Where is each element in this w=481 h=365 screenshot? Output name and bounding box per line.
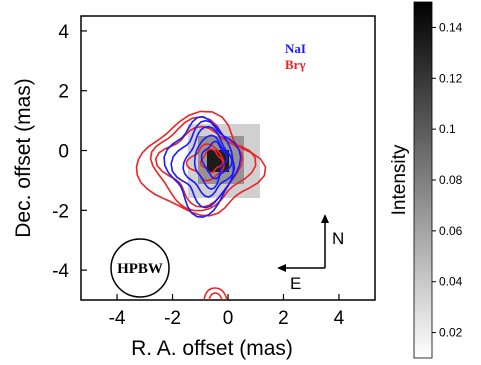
colorbar-tick-label: 0.08 [439, 173, 463, 187]
x-axis-label: R. A. offset (mas) [131, 337, 293, 360]
bry-contour-0 [135, 110, 267, 217]
nai-contour-2 [182, 125, 236, 198]
beam-circle [110, 238, 170, 298]
nai-contour-4 [200, 140, 228, 180]
colorbar-ticks: 0.14 0.12 0.1 0.08 0.06 0.04 0.02 [432, 20, 463, 340]
compass-east-label: E [290, 274, 301, 293]
y-tick-label: 2 [58, 82, 69, 103]
compass-east-head [277, 264, 286, 272]
colorbar: 0.14 0.12 0.1 0.08 0.06 0.04 0.02 Intensity [389, 1, 463, 359]
compass-north-label: N [332, 229, 344, 248]
compass-north-head [321, 214, 329, 223]
colorbar-tick-label: 0.02 [439, 326, 463, 340]
colorbar-tick-label: 0.1 [439, 122, 456, 136]
nai-contour-0 [163, 115, 242, 218]
y-tick-label: -4 [52, 261, 69, 282]
bry-contour-3 [185, 143, 225, 182]
contour-plot: -4 -2 0 2 4 -4 -2 0 2 4 NaI Brγ HPBW N E [52, 15, 376, 329]
y-tick-label: 0 [58, 142, 69, 163]
beam-label: HPBW [117, 261, 163, 277]
nai-contour-1 [170, 119, 235, 209]
y-tick-label: 4 [58, 22, 69, 43]
y-ticks: -4 -2 0 2 4 [52, 22, 87, 282]
legend-bry: Brγ [285, 57, 306, 72]
bry-contour-4 [199, 148, 224, 174]
x-tick-label: 0 [223, 308, 234, 329]
y-tick-label: -2 [52, 201, 69, 222]
x-ticks: -4 -2 0 2 4 [109, 294, 345, 329]
colorbar-tick-label: 0.12 [439, 71, 463, 85]
colorbar-tick-label: 0.06 [439, 224, 463, 238]
bry-stray-contour [203, 287, 228, 300]
x-tick-label: 2 [278, 308, 289, 329]
colorbar-tick-label: 0.04 [439, 275, 463, 289]
colorbar-tick-label: 0.14 [439, 20, 463, 34]
x-tick-label: -2 [164, 308, 181, 329]
contour-layer [135, 110, 267, 218]
y-axis-label: Dec. offset (mas) [12, 78, 35, 238]
x-tick-label: -4 [109, 308, 126, 329]
x-tick-label: 4 [334, 308, 345, 329]
colorbar-gradient [413, 1, 433, 359]
nai-contour-3 [193, 134, 233, 190]
colorbar-label: Intensity [389, 144, 410, 215]
bry-stray-contour-inner [208, 292, 223, 300]
legend-nai: NaI [285, 41, 306, 56]
